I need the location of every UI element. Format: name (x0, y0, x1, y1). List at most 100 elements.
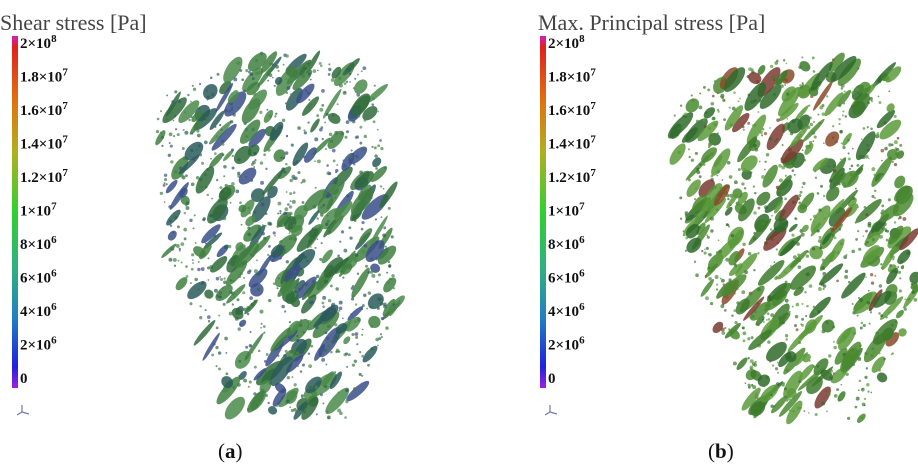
rock-speck (164, 174, 167, 177)
rock-speck (714, 163, 716, 165)
rock-speck (198, 261, 200, 263)
rock-speck (770, 394, 772, 396)
rock-speck (386, 272, 388, 274)
rock-speck (757, 252, 759, 254)
scale-label-exponent: 6 (579, 301, 585, 313)
rock-speck (354, 389, 356, 391)
rock-speck (764, 205, 768, 209)
rock-speck (245, 69, 248, 72)
rock-speck (870, 311, 872, 313)
rock-speck (880, 149, 884, 153)
rock-speck (377, 111, 379, 113)
rock-speck (818, 114, 820, 116)
scale-label-base: 1.2×10 (548, 170, 590, 186)
scale-label: 2×106 (548, 334, 585, 354)
rock-speck (309, 301, 313, 305)
rock-speck (381, 336, 383, 338)
rock-speck (743, 129, 745, 131)
rock-speck (240, 272, 243, 275)
rock-speck (723, 99, 725, 101)
rock-speck (244, 90, 246, 92)
rock-speck (289, 179, 292, 182)
rock-speck (335, 169, 338, 172)
rock-speck (327, 415, 331, 419)
caption-close: ) (236, 439, 243, 463)
rock-speck (361, 228, 364, 231)
rock-speck (900, 232, 902, 234)
scale-label-base: 0 (20, 371, 28, 387)
rock-speck (350, 155, 353, 158)
rock-speck (724, 309, 727, 312)
rock-speck (729, 175, 733, 179)
rock-speck (773, 93, 776, 96)
rock-speck (866, 367, 868, 369)
rock-speck (704, 251, 707, 254)
rock-speck (168, 258, 172, 262)
rock-speck (695, 273, 699, 277)
panel-title: Shear stress [Pa] (0, 10, 147, 35)
rock-speck (769, 127, 771, 129)
rock-speck (308, 99, 310, 101)
rock-speck (718, 240, 720, 242)
rock-speck (838, 118, 841, 121)
rock-speck (779, 178, 783, 182)
rock-speck (766, 319, 768, 321)
rock-speck (696, 120, 699, 123)
rock-speck (834, 237, 837, 240)
rock-speck (864, 88, 867, 91)
rock-speck (208, 257, 210, 259)
rock-speck (327, 344, 331, 348)
rock-speck (352, 364, 355, 367)
rock-speck (184, 212, 186, 214)
rock-speck (867, 126, 869, 128)
rock-speck (272, 354, 274, 356)
rock-speck (711, 186, 715, 190)
rock-speck (826, 410, 828, 412)
rock-speck (747, 122, 750, 125)
figure: Shear stress [Pa]2×1081.8×1071.6×1071.4×… (0, 0, 918, 466)
rock-speck (881, 205, 884, 208)
rock-speck (276, 287, 278, 289)
rock-speck (265, 225, 267, 227)
scale-label-base: 6×10 (20, 271, 51, 287)
rock-speck (377, 297, 381, 301)
scale-label-exponent: 7 (590, 167, 596, 179)
rock-speck (335, 287, 338, 290)
scale-label: 1.8×107 (548, 66, 596, 86)
rock-speck (261, 323, 263, 325)
rock-speck (710, 217, 714, 221)
rock-speck (801, 324, 804, 327)
rock-speck (798, 265, 802, 269)
rock-speck (891, 354, 893, 356)
rock-speck (783, 351, 785, 353)
rock-speck (263, 153, 266, 156)
rock-speck (696, 170, 700, 174)
rock-patch (262, 108, 275, 124)
color-bar (540, 36, 546, 388)
scale-label-exponent: 7 (62, 66, 68, 78)
rock-speck (346, 194, 349, 197)
rock-speck (798, 341, 801, 344)
rock-speck (371, 347, 373, 349)
rock-speck (273, 231, 276, 234)
rock-speck (218, 315, 220, 317)
rock-patch (684, 153, 712, 182)
rock-speck (775, 276, 778, 279)
scale-label: 0 (20, 371, 28, 387)
rock-speck (701, 250, 703, 252)
rock-speck (776, 118, 780, 122)
rock-speck (193, 88, 196, 91)
rock-speck (379, 139, 382, 142)
rock-speck (878, 312, 881, 315)
rock-speck (879, 235, 883, 239)
rock-speck (337, 208, 340, 211)
rock-speck (818, 236, 821, 239)
rock-speck (182, 147, 185, 150)
rock-speck (792, 410, 794, 412)
rock-speck (230, 108, 233, 111)
rock-speck (832, 234, 835, 237)
rock-speck (768, 318, 770, 320)
rock-speck (708, 211, 711, 214)
rock-speck (296, 351, 299, 354)
rock-speck (260, 310, 264, 314)
